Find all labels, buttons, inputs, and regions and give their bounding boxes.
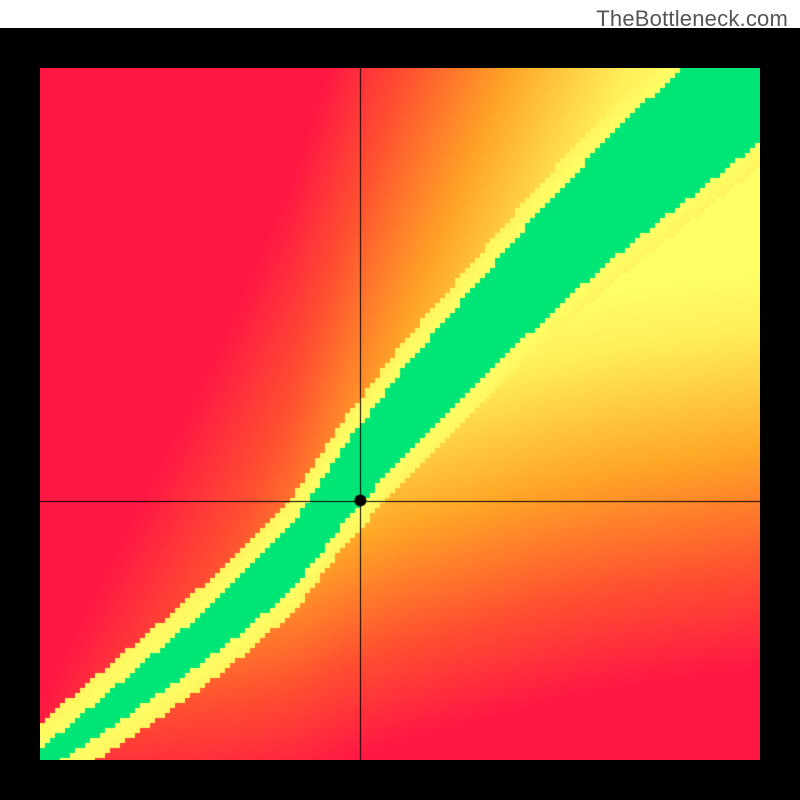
crosshair-overlay (40, 68, 760, 760)
watermark-text: TheBottleneck.com (596, 6, 788, 32)
